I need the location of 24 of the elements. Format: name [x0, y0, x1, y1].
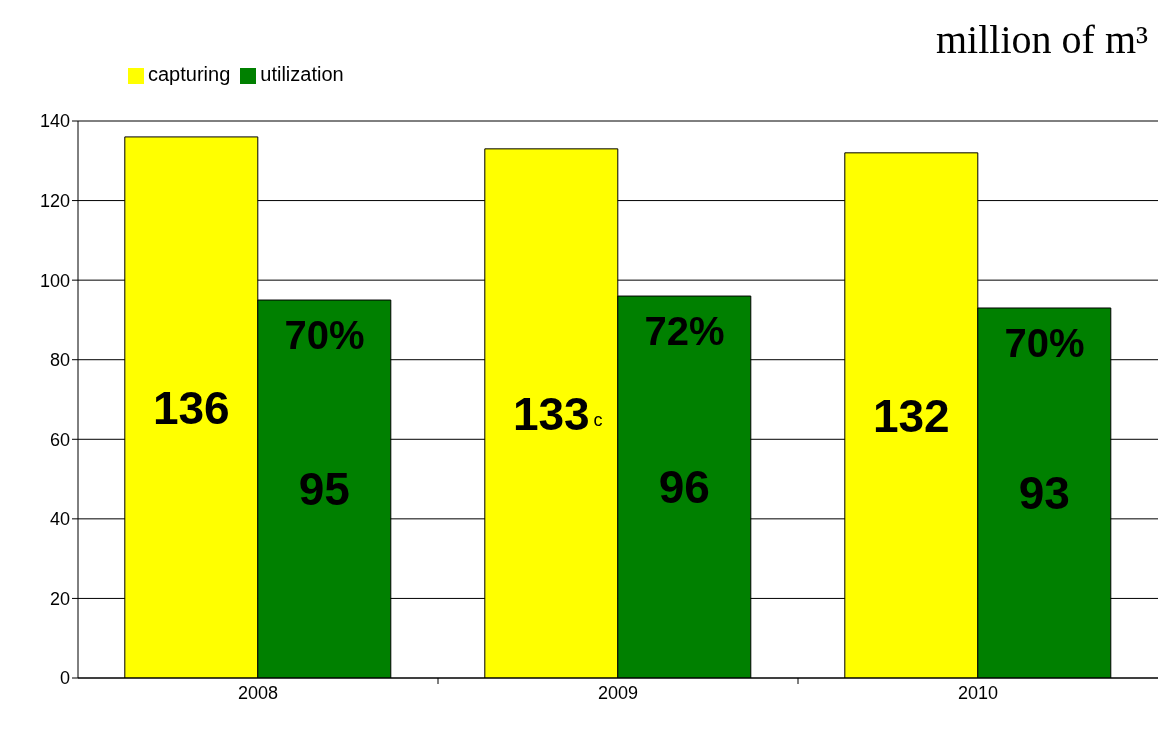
data-label: 133 [512, 387, 590, 440]
data-label: 132 [872, 389, 950, 442]
y-tick-label: 40 [49, 509, 70, 530]
legend-label: capturing [148, 63, 231, 85]
data-label: 95 [298, 463, 350, 516]
y-axis-title: million of m³ [936, 17, 1148, 62]
data-label: 136 [152, 381, 230, 434]
data-label: 93 [1018, 467, 1070, 520]
annotation: 72% [644, 308, 725, 353]
annotation: c [593, 409, 603, 430]
y-tick-label: 20 [49, 588, 70, 609]
y-tick-label: 0 [59, 668, 70, 689]
annotation: 70% [284, 312, 365, 357]
x-tick-label: 2008 [237, 682, 279, 703]
legend-label: utilization [260, 63, 344, 85]
y-tick-label: 60 [49, 429, 70, 450]
y-tick-label: 140 [39, 111, 70, 132]
y-tick-label: 80 [49, 350, 70, 371]
y-tick-label: 100 [39, 270, 70, 291]
data-label: 96 [658, 461, 710, 514]
annotation: 70% [1004, 321, 1085, 366]
y-tick-label: 120 [39, 190, 70, 211]
x-tick-label: 2009 [597, 682, 639, 703]
x-tick-label: 2010 [957, 682, 999, 703]
